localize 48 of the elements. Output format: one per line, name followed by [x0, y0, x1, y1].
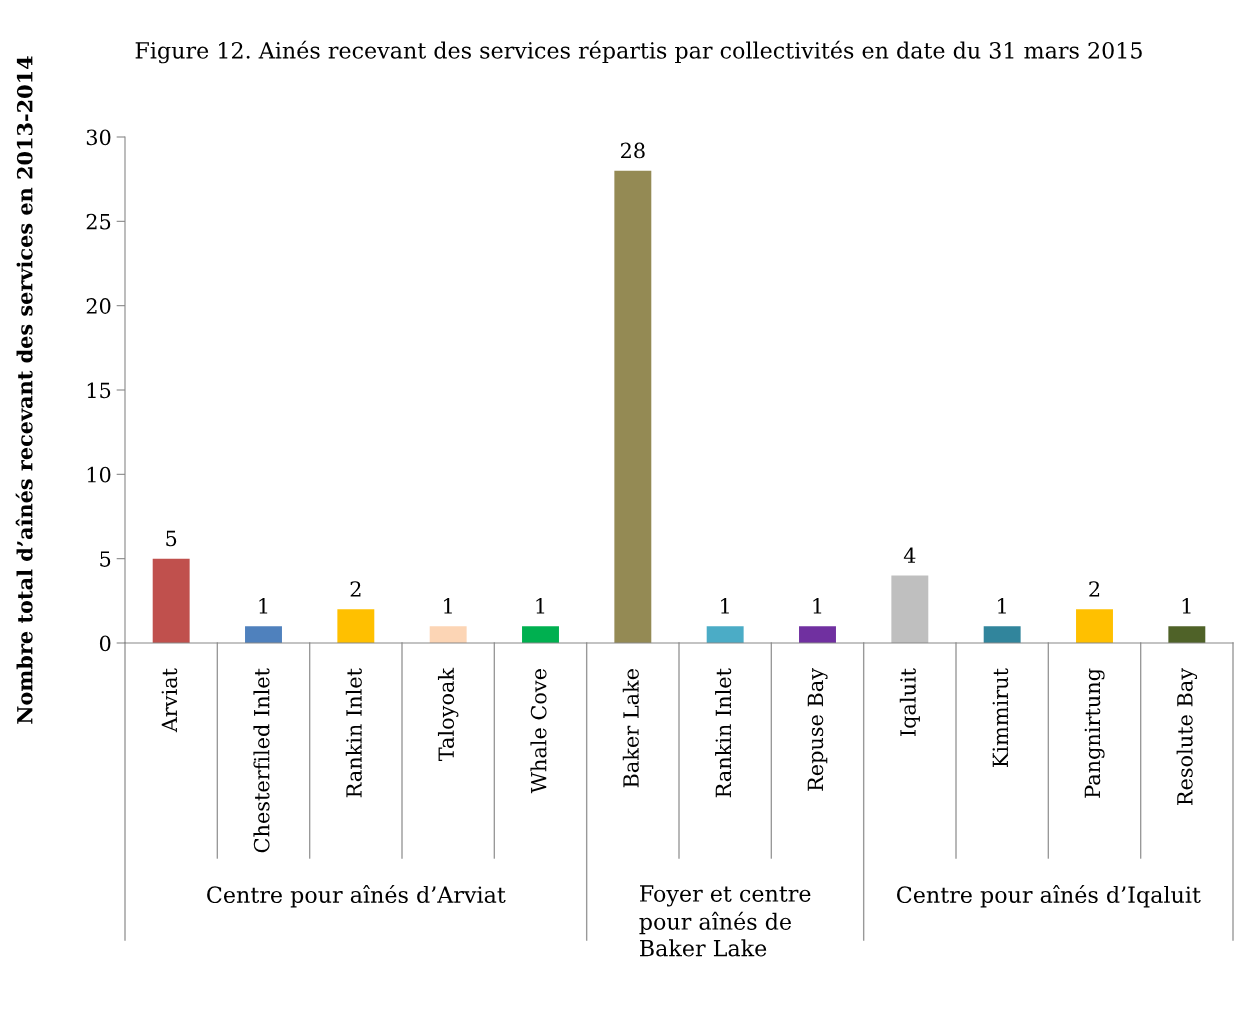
data-label: 1 [1182, 598, 1191, 614]
bar [152, 558, 190, 643]
data-label: 1 [259, 598, 268, 614]
data-label: 1 [536, 598, 545, 614]
x-tick-label: Taloyoak [437, 667, 459, 762]
text: Centre pour aînés d’Arviat [207, 885, 506, 908]
bar [522, 626, 559, 643]
data-label: 1 [813, 598, 822, 614]
y-tick-label: 15 [87, 382, 111, 399]
data-label: 1 [721, 598, 729, 614]
data-label: 5 [166, 530, 177, 547]
x-tick-label: Pangnirtung [1084, 668, 1105, 798]
x-tick-label: Iqaluit [899, 668, 920, 736]
bar [614, 170, 652, 643]
bar [429, 626, 467, 643]
x-tick-label: Repuse Bay [807, 668, 828, 791]
bar [245, 626, 282, 643]
x-tick-label: Resolute Bay [1176, 668, 1198, 806]
x-tick-label: Arviat [161, 668, 178, 733]
bar [337, 609, 375, 643]
bar [706, 626, 744, 643]
data-label: 4 [903, 547, 916, 563]
bar [799, 626, 836, 643]
bar [1168, 626, 1206, 643]
bar [983, 626, 1021, 643]
x-tick-label: Whale Cove [530, 669, 547, 794]
x-tick-label: Rankin Inlet [715, 668, 732, 798]
y-tick-label: 25 [86, 213, 111, 230]
y-tick-label: 30 [86, 129, 111, 146]
x-tick-label: Baker Lake [622, 669, 639, 788]
y-tick-label: 5 [100, 551, 111, 567]
bar [891, 575, 929, 643]
data-label: 2 [1089, 581, 1100, 597]
y-tick-label: 0 [99, 635, 111, 652]
y-tick-label: 20 [86, 298, 111, 314]
data-label: 28 [620, 142, 645, 159]
text: Foyer et centre pour aînés de Baker Lake [639, 885, 811, 957]
text: Centre pour aînés d’Iqaluit [897, 885, 1201, 908]
data-label: 1 [444, 598, 452, 614]
x-tick-label: Kimmirut [992, 668, 1009, 767]
data-label: 2 [350, 581, 361, 597]
x-tick-label: Chesterfiled Inlet [253, 668, 270, 853]
y-axis-title: Nombre total d’aînés recevant des services en 2013-2014 [15, 56, 33, 724]
chart-title: Figure 12. Ainés recevant des services répartis par collectivités en date du 31 mars 2015 [135, 40, 1142, 64]
x-tick-label: Rankin Inlet [345, 668, 362, 798]
y-tick-label: 10 [87, 466, 111, 483]
bar [1076, 609, 1113, 643]
data-label: 1 [998, 598, 1006, 614]
